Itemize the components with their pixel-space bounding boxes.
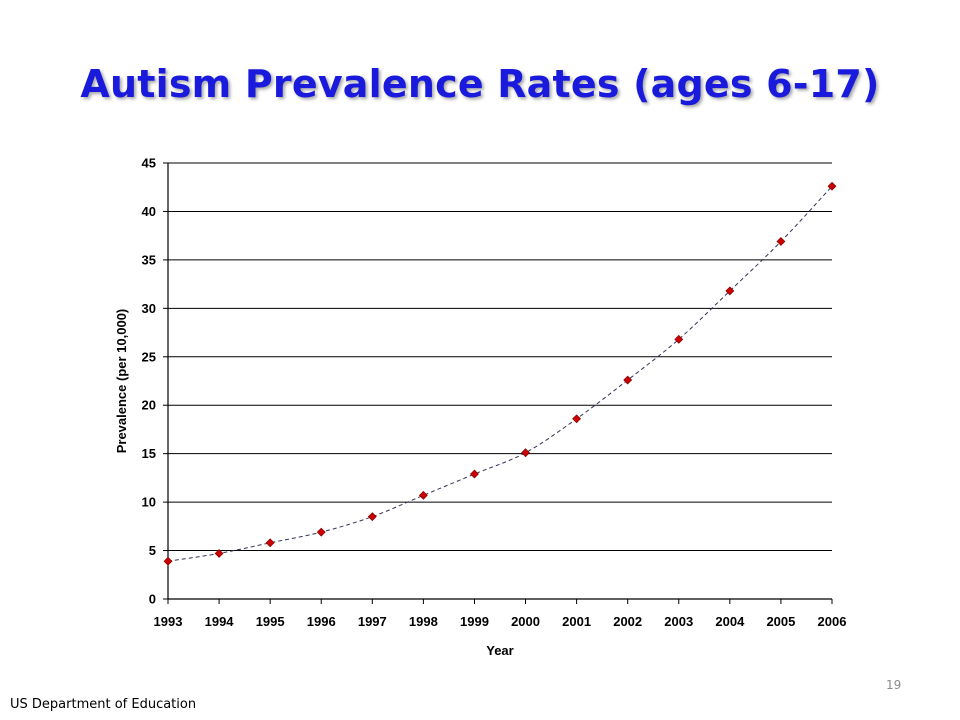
data-markers bbox=[163, 181, 837, 566]
y-tick-label: 35 bbox=[142, 252, 156, 267]
x-tick-label: 1996 bbox=[307, 614, 336, 629]
x-tick-label: 2006 bbox=[818, 614, 847, 629]
data-point-1998 bbox=[418, 490, 428, 500]
slide-title: Autism Prevalence Rates (ages 6-17) bbox=[80, 62, 880, 106]
y-tick-label: 15 bbox=[142, 446, 156, 461]
x-tick-label: 2001 bbox=[562, 614, 591, 629]
data-point-2003 bbox=[674, 334, 684, 344]
data-point-2002 bbox=[623, 375, 633, 385]
y-tick-label: 20 bbox=[142, 398, 156, 413]
y-tick-label: 5 bbox=[149, 543, 156, 558]
data-point-1996 bbox=[316, 527, 326, 537]
x-tick-label: 1993 bbox=[154, 614, 183, 629]
x-tick-label: 2002 bbox=[613, 614, 642, 629]
x-tick-label: 2005 bbox=[766, 614, 795, 629]
data-point-1997 bbox=[367, 512, 377, 522]
source-citation: US Department of Education bbox=[10, 697, 197, 712]
x-axis-label: Year bbox=[486, 643, 513, 658]
y-tick-label: 30 bbox=[142, 301, 156, 316]
x-tick-labels: 1993 1994 1995 1996 1997 1998 1999 2000 2001 2002… bbox=[154, 614, 847, 629]
data-point-1993 bbox=[163, 556, 173, 566]
y-tick-labels: 0 5 10 15 20 25 30 35 40 45 bbox=[142, 156, 156, 607]
series-trend-line bbox=[167, 185, 833, 562]
y-tick-label: 25 bbox=[142, 349, 156, 364]
series-line-group bbox=[167, 185, 833, 562]
y-tick-label: 40 bbox=[142, 204, 156, 219]
page-number: 19 bbox=[886, 678, 902, 692]
data-point-2004 bbox=[725, 286, 735, 296]
data-point-2001 bbox=[572, 414, 582, 424]
data-point-1995 bbox=[265, 538, 275, 548]
data-point-2000 bbox=[521, 448, 530, 458]
x-tick-label: 1997 bbox=[358, 614, 387, 629]
y-tick-label: 10 bbox=[142, 495, 156, 510]
x-tick-label: 2000 bbox=[511, 614, 540, 629]
x-tick-label: 2004 bbox=[715, 614, 745, 629]
chart-grid bbox=[168, 162, 832, 552]
y-tick-label: 45 bbox=[142, 156, 156, 171]
x-tick-label: 1995 bbox=[256, 614, 285, 629]
data-point-1994 bbox=[214, 549, 224, 558]
x-tick-label: 1994 bbox=[205, 614, 235, 629]
x-tick-label: 2003 bbox=[664, 614, 693, 629]
data-point-1999 bbox=[470, 469, 479, 479]
data-point-2006 bbox=[827, 181, 837, 191]
chart-axes bbox=[163, 162, 833, 604]
x-tick-label: 1998 bbox=[409, 614, 438, 629]
y-tick-label: 0 bbox=[149, 592, 156, 607]
x-tick-label: 1999 bbox=[460, 614, 489, 629]
y-axis-label: Prevalence (per 10,000) bbox=[114, 309, 129, 454]
data-point-2005 bbox=[776, 237, 786, 246]
